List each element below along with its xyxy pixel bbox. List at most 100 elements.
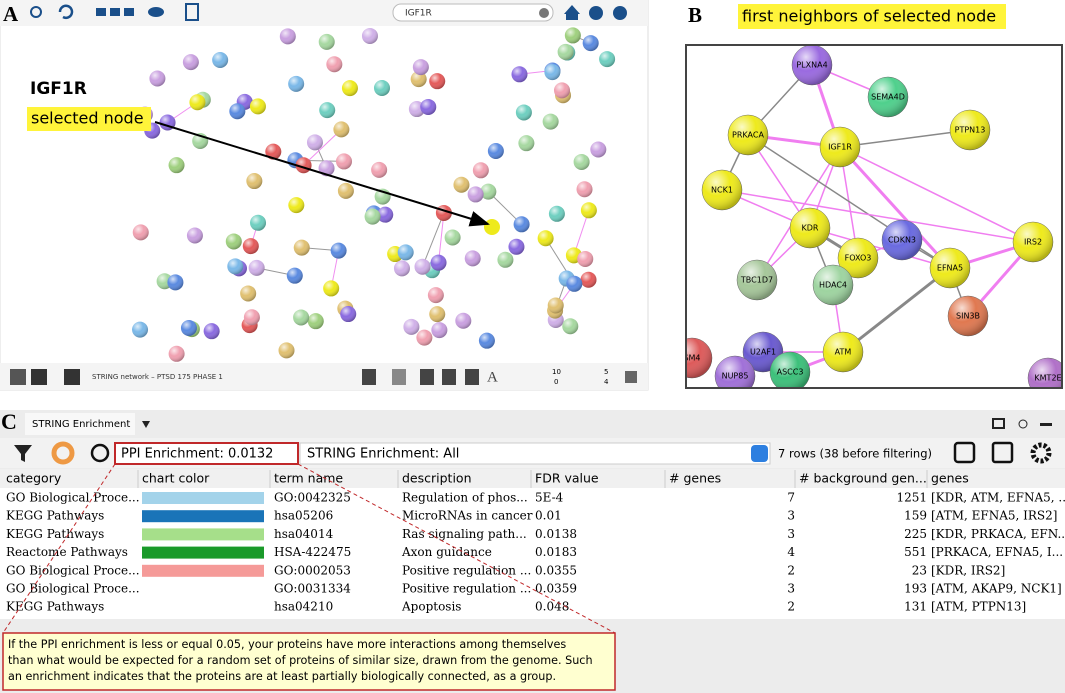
show-icon[interactable] — [124, 8, 134, 16]
help-button[interactable] — [613, 6, 627, 20]
node-shine — [790, 208, 830, 248]
node-shine — [397, 244, 414, 261]
table-cell: 0.0359 — [535, 582, 577, 596]
zoom-icon[interactable] — [30, 6, 42, 18]
node-shine — [430, 254, 447, 271]
node-shine — [582, 35, 599, 52]
node-shine — [508, 238, 525, 255]
table-header — [0, 469, 1065, 488]
status-number: 0 — [554, 378, 558, 386]
table-cell: [ATM, EFNA5, IRS2] — [931, 509, 1057, 523]
node-label: EFNA5 — [937, 264, 963, 273]
circle-button[interactable] — [90, 443, 110, 463]
pin-button[interactable] — [1018, 419, 1028, 429]
home-icon[interactable] — [96, 8, 106, 16]
node-label: KMT2E — [1034, 374, 1061, 383]
table-cell: Positive regulation ... — [402, 582, 531, 596]
table-cell: [KDR, ATM, EFNA5, ... — [931, 491, 1065, 505]
table-cell: 2 — [787, 563, 795, 577]
node-shine — [225, 233, 242, 250]
status-number: 4 — [604, 378, 609, 386]
node-shine — [599, 51, 616, 68]
dropdown-arrow[interactable] — [751, 445, 768, 462]
tab-menu[interactable] — [142, 421, 150, 428]
note-line: an enrichment indicates that the protein… — [8, 670, 556, 683]
text-icon[interactable]: A — [487, 369, 498, 385]
share-button[interactable] — [31, 369, 47, 385]
node-shine — [403, 318, 420, 335]
view-button[interactable] — [625, 371, 637, 383]
node-label: SEMA4D — [871, 93, 905, 102]
panel-label: B — [688, 3, 702, 27]
node-label: HDAC4 — [819, 281, 847, 290]
view-button[interactable] — [362, 369, 376, 385]
panel-label: C — [1, 409, 17, 434]
node-shine — [319, 102, 336, 119]
node-label: IGF1R — [828, 143, 852, 152]
view-button[interactable] — [420, 369, 434, 385]
color-button[interactable] — [51, 441, 75, 465]
filter-dropdown[interactable] — [299, 442, 771, 465]
node-shine — [553, 82, 570, 99]
table-cell: GO:0031334 — [274, 582, 351, 596]
network-name: STRING network – PTSD 175 PHASE 1 — [92, 373, 223, 381]
chart-color — [142, 528, 264, 541]
chart-color — [142, 564, 264, 577]
node-label: ATM — [835, 348, 852, 357]
table-cell: 0.0138 — [535, 527, 577, 541]
table-cell: 3 — [787, 527, 795, 541]
eye-icon[interactable] — [148, 7, 164, 17]
view-button[interactable] — [442, 369, 456, 385]
edit-button[interactable] — [64, 369, 80, 385]
table-cell: GO Biological Proce... — [6, 582, 140, 596]
table-cell: KEGG Pathways — [6, 509, 104, 523]
view-button[interactable] — [465, 369, 479, 385]
view-button[interactable] — [392, 369, 406, 385]
status-number: 10 — [552, 368, 561, 376]
column-header: description — [402, 471, 472, 486]
globe-button[interactable] — [589, 6, 603, 20]
node-shine — [337, 182, 354, 199]
grid-button[interactable] — [10, 369, 26, 385]
table-cell: hsa05206 — [274, 509, 333, 523]
check-button[interactable] — [953, 441, 976, 464]
table-cell: GO:0002053 — [274, 563, 351, 577]
node-shine — [326, 56, 343, 73]
node-shine — [180, 319, 197, 336]
window-button[interactable] — [992, 418, 1005, 429]
refresh-icon[interactable] — [58, 4, 74, 19]
node-shine — [318, 33, 335, 50]
node-shine — [453, 176, 470, 193]
selected-node — [482, 217, 502, 237]
node-shine — [515, 104, 532, 121]
node-label: NCK1 — [711, 186, 733, 195]
node-shine — [950, 110, 990, 150]
node-shine — [168, 345, 185, 362]
panel-a-frame — [0, 0, 649, 391]
home-button[interactable] — [564, 5, 580, 20]
node-label: SM4 — [683, 354, 700, 363]
panel-b: B first neighbors of selected node PLXNA… — [683, 3, 1063, 389]
node-label: SIN3B — [956, 312, 980, 321]
table-cell: [ATM, AKAP9, NCK1] — [931, 582, 1062, 596]
table-cell: HSA-422475 — [274, 545, 351, 559]
save-button[interactable] — [991, 441, 1014, 464]
node-shine — [293, 309, 310, 326]
node-shine — [189, 94, 206, 111]
node-shine — [429, 306, 446, 323]
minimize-button[interactable] — [1040, 423, 1052, 426]
node-shine — [838, 238, 878, 278]
search-box[interactable] — [392, 3, 554, 22]
search-clear[interactable] — [539, 8, 549, 18]
settings-button[interactable] — [1030, 442, 1052, 464]
hide-icon[interactable] — [110, 8, 120, 16]
filter-button[interactable] — [14, 445, 32, 462]
tab[interactable] — [25, 413, 135, 435]
node-shine — [547, 297, 564, 314]
export-icon[interactable] — [185, 3, 199, 21]
node-shine — [240, 285, 257, 302]
node-label: ASCC3 — [777, 368, 804, 377]
node-shine — [930, 248, 970, 288]
network-b: PLXNA4 SEMA4D PTPN13 PRKACA IGF1R NCK1 KDR FOXO… — [683, 45, 1062, 388]
